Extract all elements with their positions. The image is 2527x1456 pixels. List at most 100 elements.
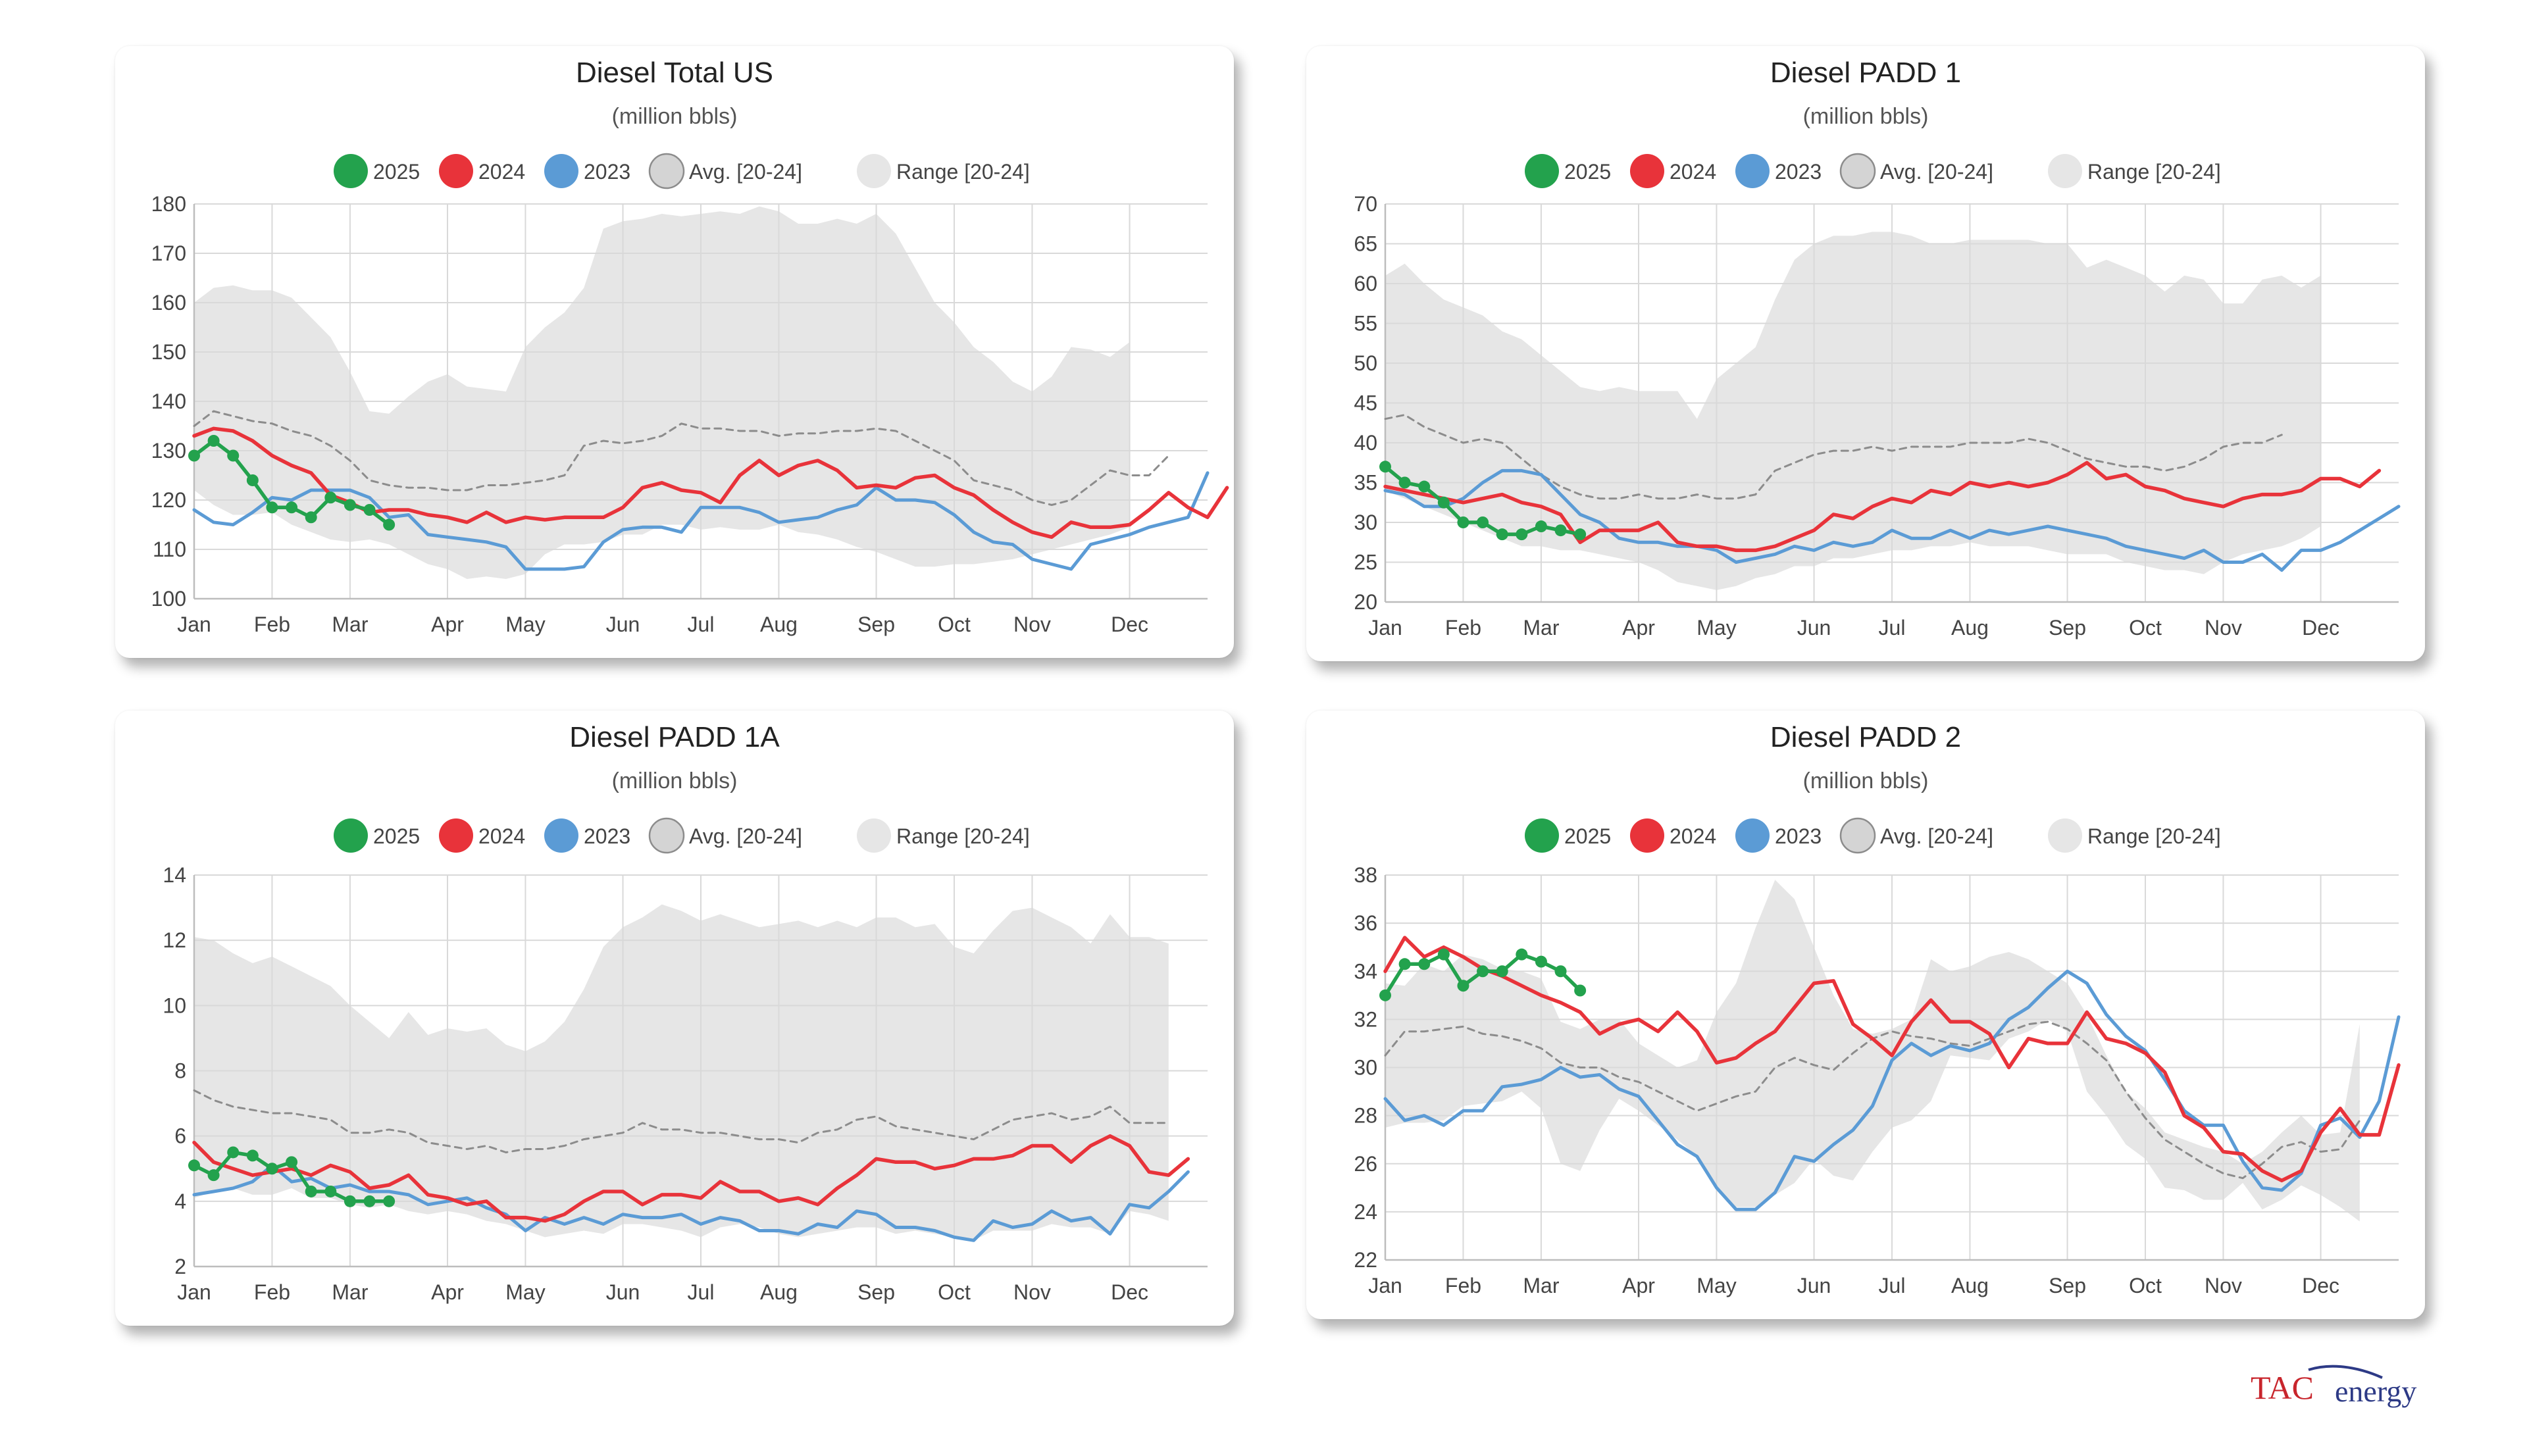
chart-svg-padd1: Diesel PADD 1(million bbls)2025 2024 2023 A… <box>1354 57 2401 640</box>
x-tick-label: Oct <box>938 613 971 636</box>
legend-label-s2024: 2024 <box>1670 824 1716 848</box>
y-tick-label: 100 <box>151 587 186 611</box>
legend-item-range: Range [20-24] <box>2048 154 2221 188</box>
logo-mark: TAC energy <box>2251 1365 2416 1408</box>
chart-panel-total-us: Diesel Total US (million bbls) 2025 2024 202… <box>115 46 1234 658</box>
x-tick-label: Oct <box>2129 1274 2162 1297</box>
series-2024-line <box>1383 936 2401 1183</box>
x-tick-label: Aug <box>1951 616 1989 640</box>
chart-subtitle: (million bbls) <box>612 768 738 793</box>
x-tick-label: Sep <box>857 613 895 636</box>
series-2025-point <box>305 1185 317 1197</box>
series-2025-point <box>1516 528 1528 541</box>
legend-label-avg: Avg. [20-24] <box>1880 160 1993 184</box>
series-2025-point <box>246 1149 259 1162</box>
series-2025-point <box>1554 965 1567 978</box>
y-tick-label: 38 <box>1354 863 1377 887</box>
x-tick-label: Sep <box>857 1280 895 1304</box>
legend-label-range: Range [20-24] <box>896 824 1030 848</box>
legend-item-s2025: 2025 <box>1525 154 1611 188</box>
chart-svg-padd2: Diesel PADD 2 (million bbls) 2025 2024 2023 A… <box>1354 721 2401 1297</box>
chart-title: Diesel Total US <box>576 57 773 89</box>
y-tick-label: 30 <box>1354 511 1377 534</box>
x-tick-label: Oct <box>938 1280 971 1304</box>
series-2023-line <box>192 1163 1190 1242</box>
legend-swatch-s2024 <box>439 154 473 188</box>
y-tick-label: 60 <box>1354 272 1377 295</box>
series-2023-line <box>1383 468 2401 572</box>
y-tick-label: 8 <box>174 1059 186 1083</box>
logo-brand-text: TAC <box>2251 1369 2314 1406</box>
x-tick-label: Jun <box>606 1280 640 1304</box>
legend-item-s2023: 2023 <box>1735 818 1822 853</box>
legend-swatch-s2023 <box>1735 818 1770 853</box>
x-tick-label: Jan <box>177 613 211 636</box>
x-tick-label: May <box>505 613 545 636</box>
series-2025-point <box>207 1169 220 1182</box>
legend-item-avg: Avg. [20-24] <box>648 817 802 854</box>
y-tick-label: 26 <box>1354 1152 1377 1176</box>
chart-title: Diesel PADD 2 <box>1770 721 1961 753</box>
series-2025-point <box>266 501 278 514</box>
legend-item-s2023: 2023 <box>544 818 630 853</box>
x-tick-label: Jul <box>1879 1274 1906 1297</box>
legend-swatch-s2023 <box>544 154 578 188</box>
series-2025-point <box>383 518 396 531</box>
x-tick-label: Jun <box>1797 1274 1831 1297</box>
series-2025-point <box>1398 476 1411 489</box>
series-2025-point <box>324 1185 337 1197</box>
logo-sub-text: energy <box>2335 1374 2416 1408</box>
x-tick-label: Dec <box>1111 613 1148 636</box>
y-tick-label: 30 <box>1354 1056 1377 1080</box>
series-2025-point <box>1477 965 1489 978</box>
x-tick-label: Aug <box>760 1280 798 1304</box>
series-2024-line <box>1383 461 2382 553</box>
y-tick-label: 110 <box>153 538 186 561</box>
legend-swatch-avg <box>1839 817 1876 854</box>
series-range-area <box>194 206 1130 579</box>
chart-panel-padd2: Diesel PADD 2 (million bbls) 2025 2024 2023 A… <box>1306 711 2425 1319</box>
series-2025-point <box>305 511 317 524</box>
x-tick-label: Mar <box>1523 616 1559 640</box>
series-2025-point <box>1496 965 1508 978</box>
legend-label-s2023: 2023 <box>1775 160 1822 184</box>
y-tick-label: 160 <box>151 291 186 314</box>
chart-title: Diesel PADD 1A <box>569 721 780 753</box>
x-tick-label: Apr <box>431 1280 464 1304</box>
y-tick-label: 6 <box>174 1124 186 1148</box>
legend-swatch-s2025 <box>1525 154 1559 188</box>
series-2023-line <box>192 471 1210 571</box>
series-2025-point <box>1496 528 1508 541</box>
series-2025-point <box>1477 516 1489 528</box>
legend-swatch-s2025 <box>334 154 368 188</box>
tac-energy-logo: TAC energy <box>2251 1362 2448 1408</box>
legend-swatch-range <box>2048 154 2082 188</box>
x-tick-label: Jun <box>606 613 640 636</box>
legend-swatch-s2024 <box>439 818 473 853</box>
x-tick-label: Apr <box>1622 616 1655 640</box>
legend-label-s2024: 2024 <box>478 160 525 184</box>
legend-label-s2023: 2023 <box>584 824 630 848</box>
x-tick-label: Feb <box>254 613 290 636</box>
x-tick-label: Jun <box>1797 616 1831 640</box>
y-tick-label: 35 <box>1354 471 1377 495</box>
chart-subtitle: (million bbls) <box>1803 104 1929 129</box>
legend-item-s2024: 2024 <box>1630 154 1716 188</box>
y-tick-label: 180 <box>151 192 186 216</box>
y-tick-label: 24 <box>1354 1200 1377 1224</box>
legend-swatch-s2024 <box>1630 818 1664 853</box>
legend-label-range: Range [20-24] <box>2087 160 2221 184</box>
legend-swatch-range <box>2048 818 2082 853</box>
legend-swatch-range <box>857 154 891 188</box>
legend-label-range: Range [20-24] <box>2087 824 2221 848</box>
series-2025-point <box>363 504 376 516</box>
legend-label-avg: Avg. [20-24] <box>1880 824 1993 848</box>
series-2025-point <box>266 1163 278 1175</box>
legend-item-avg: Avg. [20-24] <box>1839 817 1993 854</box>
x-tick-label: Sep <box>2049 616 2086 640</box>
y-tick-label: 12 <box>163 928 186 952</box>
x-tick-label: Apr <box>1622 1274 1655 1297</box>
legend-item-s2024: 2024 <box>439 818 525 853</box>
series-2023-line <box>1383 969 2401 1211</box>
series-2025-point <box>286 1156 298 1168</box>
